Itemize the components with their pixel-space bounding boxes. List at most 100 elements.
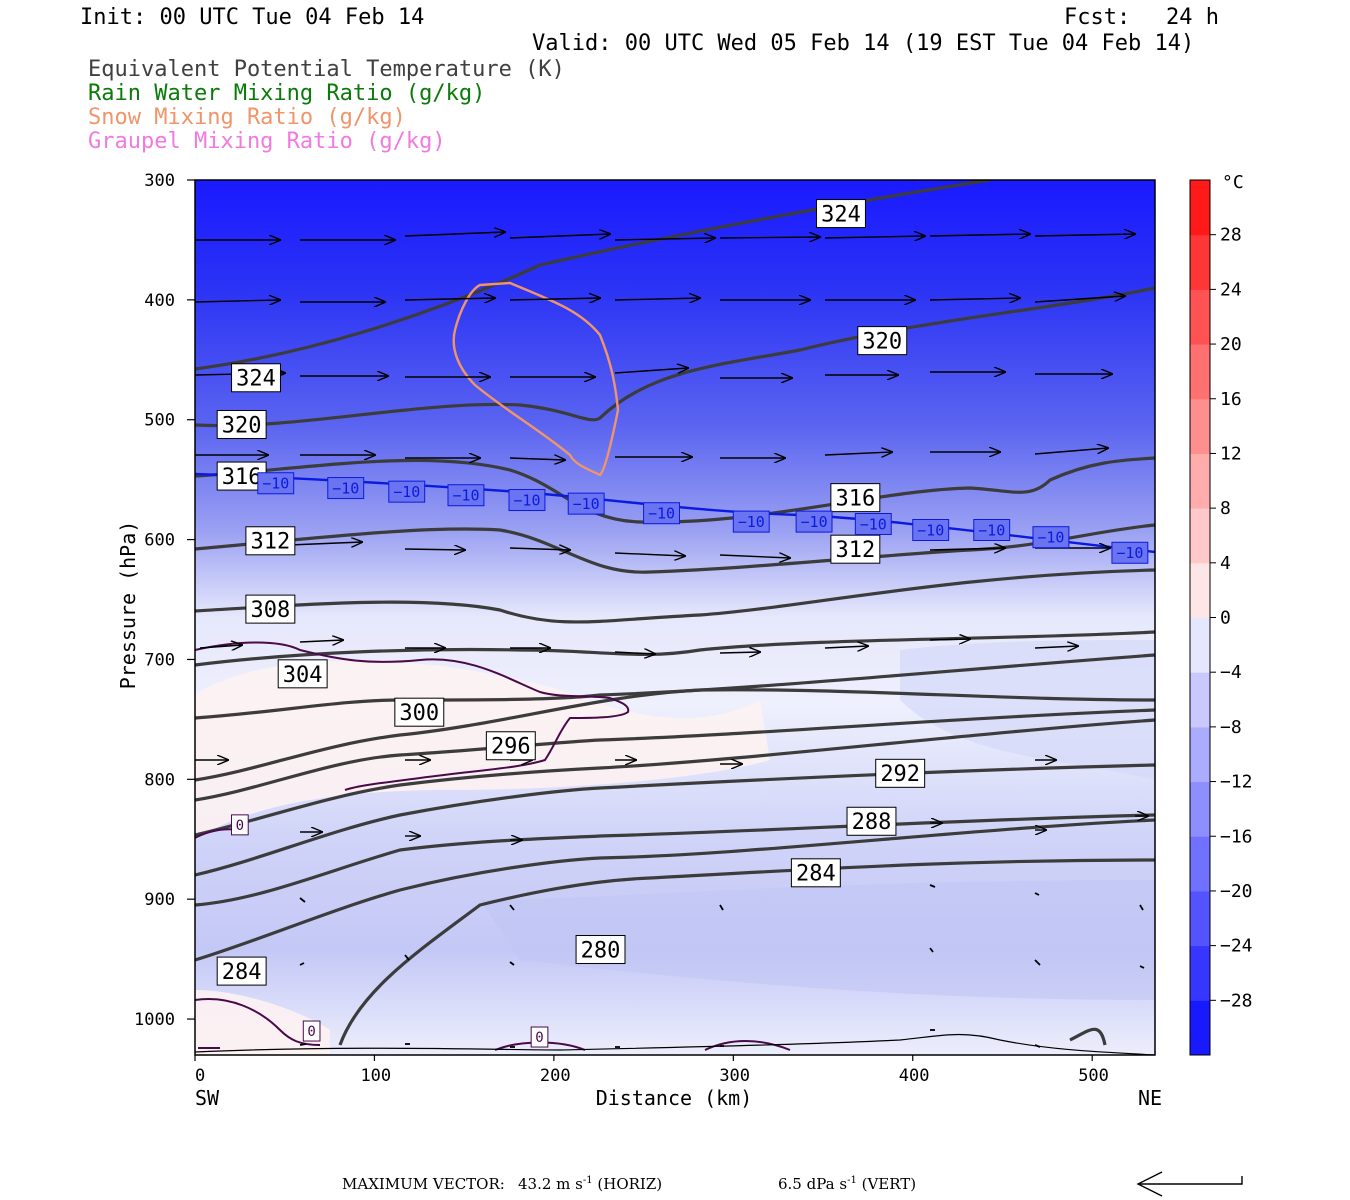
colorbar-bin — [1190, 398, 1210, 454]
zero-isotherm-label: 0 — [236, 818, 244, 834]
colorbar-bin — [1190, 562, 1210, 618]
max-vert-vector: 6.5 dPa s-1 (VERT) — [778, 1175, 916, 1193]
colorbar-label: 4 — [1220, 553, 1231, 574]
theta-e-label: 324 — [236, 367, 276, 392]
theta-e-label: 316 — [222, 465, 262, 490]
colorbar-label: −20 — [1220, 881, 1253, 902]
colorbar-bin — [1190, 1000, 1210, 1056]
theta-e-label: 324 — [821, 202, 861, 227]
isotherm-label-box — [854, 513, 892, 536]
y-axis: 300 400 500 600 700 800 900 1000 — [134, 171, 195, 1030]
colorbar-label: 20 — [1220, 334, 1242, 355]
zero-isotherm-label: 0 — [535, 1030, 543, 1046]
x-tick-label: 400 — [899, 1066, 930, 1086]
isotherm-label: −10 — [513, 491, 540, 509]
isotherm-label-box — [643, 502, 680, 525]
isotherm-label: −10 — [393, 483, 420, 501]
zero-isotherm-label: 0 — [307, 1024, 315, 1040]
colorbar-label: 16 — [1220, 389, 1242, 410]
colorbar-unit: °C — [1222, 172, 1244, 193]
theta-e-label: 292 — [880, 762, 920, 787]
x-tick-label: 500 — [1078, 1066, 1109, 1086]
theta-e-label-box — [575, 935, 626, 965]
theta-e-label-box — [857, 326, 908, 356]
theta-e-label-box — [830, 534, 881, 564]
y-tick-label: 700 — [144, 650, 175, 670]
init-time: Init: 00 UTC Tue 04 Feb 14 — [80, 5, 425, 30]
theta-e-label-box — [231, 363, 281, 393]
colorbar-label: −4 — [1220, 662, 1242, 683]
theta-e-label-box — [875, 758, 926, 788]
isotherm-label-box — [257, 472, 295, 495]
theta-e-label-box — [830, 483, 881, 513]
theta-e-label-box — [216, 410, 267, 440]
max-vector-label: MAXIMUM VECTOR: — [342, 1175, 505, 1193]
theta-e-label: 296 — [491, 735, 531, 760]
colorbar-label: −8 — [1220, 717, 1242, 738]
contour-labels: 324 324 320 320 316 316 312 312 308 304 300 296 292 2… — [216, 199, 1149, 1048]
y-tick-label: 400 — [144, 291, 175, 311]
legend-rain: Rain Water Mixing Ratio (g/kg) — [88, 81, 486, 106]
theta-e-label-box — [245, 526, 296, 556]
colorbar-label: 28 — [1220, 225, 1242, 246]
colorbar-bin — [1190, 508, 1210, 564]
colorbar-bin — [1190, 890, 1210, 947]
isotherm-label-box — [1032, 526, 1070, 549]
x-axis-title: Distance (km) — [596, 1086, 753, 1110]
horiz-unit: (HORIZ) — [597, 1175, 663, 1193]
theta-e-label: 316 — [835, 487, 875, 512]
theta-e-label-box — [394, 697, 445, 727]
theta-e-label: 304 — [283, 663, 323, 688]
colorbar-label: 0 — [1220, 608, 1231, 629]
isotherm-label-box — [973, 519, 1011, 541]
isotherm-label-box — [1111, 541, 1149, 564]
colorbar-label: 8 — [1220, 498, 1231, 519]
y-tick-label: 300 — [144, 171, 175, 191]
x-tick-label: 100 — [360, 1066, 391, 1086]
isotherm-label-box — [912, 519, 950, 541]
y-tick-label: 800 — [144, 770, 175, 790]
vert-exponent: -1 — [847, 1175, 857, 1186]
isotherm-label: −10 — [1037, 529, 1064, 547]
colorbar-label: −24 — [1220, 936, 1253, 957]
theta-e-label: 312 — [250, 530, 290, 555]
colorbar-bin — [1190, 180, 1210, 236]
y-tick-label: 1000 — [134, 1010, 175, 1030]
horiz-value: 43.2 m s — [518, 1175, 583, 1193]
colorbar-bin — [1190, 617, 1210, 673]
theta-e-label: 308 — [250, 598, 290, 623]
theta-e-label: 312 — [835, 538, 875, 563]
reference-vector-arrow — [1136, 1171, 1243, 1197]
colorbar-label: −16 — [1220, 826, 1253, 847]
colorbar-bin — [1190, 836, 1210, 892]
theta-e-label: 320 — [862, 330, 902, 355]
theta-e-label: 320 — [222, 413, 262, 438]
isotherm-label: −10 — [262, 475, 289, 493]
theta-e-label: 280 — [581, 938, 621, 963]
horiz-exponent: -1 — [582, 1175, 593, 1186]
theta-e-label-box — [790, 858, 841, 888]
zero-isotherm-label-box — [231, 814, 249, 836]
x-axis-left-label: SW — [195, 1086, 220, 1110]
isotherm-label: −10 — [738, 513, 765, 531]
isotherm-label: −10 — [452, 487, 479, 505]
valid-time: Valid: 00 UTC Wed 05 Feb 14 (19 EST Tue … — [532, 31, 1195, 56]
forecast-label: Fcst: — [1064, 5, 1131, 30]
isotherm-label-box — [388, 480, 426, 503]
isotherm-label: −10 — [917, 521, 944, 539]
colorbar-bin — [1190, 453, 1210, 509]
isotherm-label: −10 — [978, 521, 1005, 539]
colorbar-bin — [1190, 945, 1210, 1001]
x-tick-label: 0 — [195, 1066, 205, 1086]
forecast-hour: 24 h — [1166, 5, 1219, 30]
isotherm-label: −10 — [332, 479, 359, 497]
legend-snow: Snow Mixing Ratio (g/kg) — [88, 105, 406, 130]
theta-e-label: 288 — [852, 810, 892, 835]
max-horiz-vector: 43.2 m s-1 (HORIZ) — [518, 1175, 662, 1193]
colorbar-bin — [1190, 726, 1210, 783]
theta-e-label-box — [245, 594, 296, 624]
colorbar-label: −28 — [1220, 990, 1253, 1011]
colorbar-label: 12 — [1220, 443, 1242, 464]
isotherm-label: −10 — [1116, 544, 1143, 562]
